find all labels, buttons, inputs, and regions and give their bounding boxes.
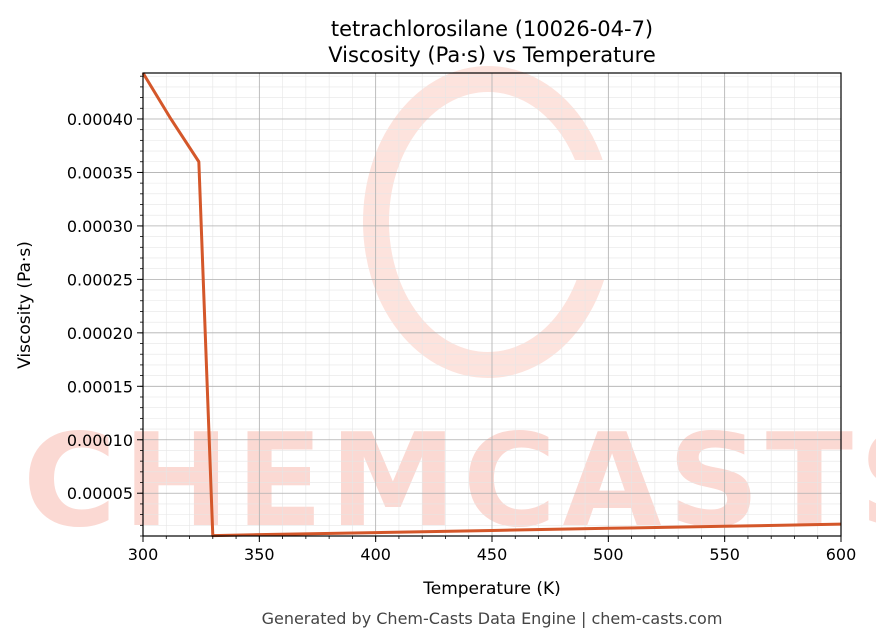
y-tick-label: 0.00025 [67, 270, 133, 289]
x-axis-ticks: 300 350 400 450 500 550 600 [128, 536, 857, 564]
y-tick-label: 0.00040 [67, 110, 133, 129]
footer-credit: Generated by Chem-Casts Data Engine | ch… [262, 609, 723, 628]
x-tick-label: 350 [244, 545, 275, 564]
y-tick-label: 0.00020 [67, 324, 133, 343]
x-tick-label: 300 [128, 545, 159, 564]
y-axis-label: Viscosity (Pa·s) [15, 241, 35, 369]
y-axis-ticks: 0.00005 0.00010 0.00015 0.00020 0.00025 0.000… [67, 75, 143, 537]
x-tick-label: 450 [477, 545, 508, 564]
chart-title-line2: Viscosity (Pa·s) vs Temperature [328, 43, 656, 67]
x-axis-label: Temperature (K) [422, 579, 561, 599]
x-tick-label: 400 [360, 545, 391, 564]
y-tick-label: 0.00010 [67, 431, 133, 450]
y-tick-label: 0.00005 [67, 484, 133, 503]
x-tick-label: 600 [826, 545, 857, 564]
y-tick-label: 0.00015 [67, 377, 133, 396]
y-tick-label: 0.00030 [67, 217, 133, 236]
series-line [141, 72, 842, 538]
chart-title-line1: tetrachlorosilane (10026-04-7) [331, 17, 653, 41]
x-tick-label: 500 [593, 545, 624, 564]
x-tick-label: 550 [709, 545, 740, 564]
watermark: CHEMCASTS [23, 66, 876, 556]
y-tick-label: 0.00035 [67, 163, 133, 182]
